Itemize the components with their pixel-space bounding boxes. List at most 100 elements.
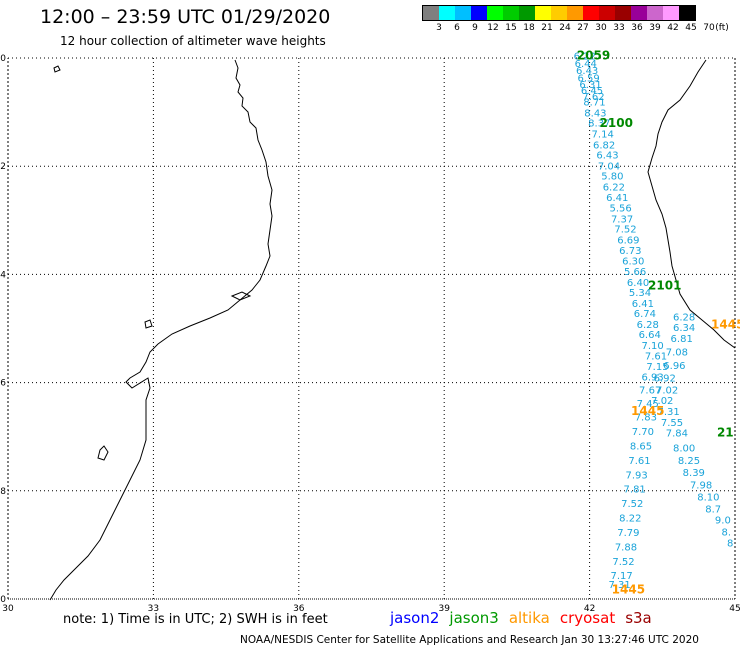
wave-height-value: 7.67 — [639, 385, 661, 396]
wave-height-value: 6.64 — [639, 330, 661, 341]
legend-swatch — [663, 6, 679, 20]
wave-height-value: 7.04 — [598, 161, 620, 172]
wave-height-value: 8.65 — [630, 442, 652, 453]
wave-height-value: 7.37 — [611, 214, 633, 225]
satellite-track-a: 6.226.446.436.596.316.457.628.718.438.37… — [574, 52, 669, 592]
wave-height-value: 6.40 — [627, 278, 649, 289]
wave-height-value: 7.52 — [621, 499, 643, 510]
legend-tick-label: 12 — [487, 23, 499, 33]
map-subtitle: 12 hour collection of altimeter wave hei… — [60, 34, 326, 48]
pass-time-label: 1445 — [711, 318, 740, 332]
wave-height-value: 6.45 — [581, 86, 603, 97]
legend-swatch — [487, 6, 503, 20]
wave-height-value: 6.34 — [673, 323, 695, 334]
wave-height-value: 5.80 — [601, 172, 623, 183]
satellite-jason2: jason2 — [390, 609, 440, 627]
legend-labels: 3 6 9 12 15 18 21 24 27 30 33 36 39 42 45 70 (ft) — [422, 21, 729, 35]
wave-height-value: 6.69 — [617, 236, 639, 247]
wave-height-value: 7.02 — [656, 385, 678, 396]
legend-swatch — [567, 6, 583, 20]
island-outline — [144, 319, 153, 329]
wave-height-value: 7.84 — [666, 429, 688, 440]
wave-height-value: 6.43 — [596, 151, 618, 162]
legend-swatch — [615, 6, 631, 20]
wave-height-value: 8 — [727, 539, 733, 550]
legend-tick-label: 42 — [667, 23, 679, 33]
wave-height-value: 7.61 — [628, 456, 650, 467]
legend-tick-label: 45 — [685, 23, 697, 33]
wave-height-value: 7.70 — [632, 427, 654, 438]
legend-tick-label: 24 — [559, 23, 571, 33]
lake-outline — [97, 445, 109, 461]
lat-tick-label: -22 — [0, 162, 6, 172]
satellite-jason3: jason3 — [449, 609, 499, 627]
wave-height-value: 8.39 — [683, 468, 705, 479]
wave-height-value: 7.83 — [635, 412, 657, 423]
wave-height-value: 7.52 — [612, 557, 634, 568]
wave-height-value: 8.10 — [697, 493, 719, 504]
madagascar-coastline — [647, 59, 736, 349]
wave-height-value: 5.66 — [624, 267, 646, 278]
wave-height-value: 8.00 — [673, 443, 695, 454]
wave-height-value: 7.14 — [592, 130, 614, 141]
lat-tick-label: -20 — [0, 54, 6, 64]
legend-tick-label: 18 — [523, 23, 535, 33]
legend-color-bar — [422, 5, 696, 21]
pass-time-label: 2101 — [648, 279, 681, 293]
island-outline — [53, 65, 61, 73]
wave-height-value: 7.52 — [614, 225, 636, 236]
wave-height-value: 7.61 — [645, 351, 667, 362]
wave-height-value: 9.0 — [715, 515, 731, 526]
legend-tick-label: 15 — [505, 23, 517, 33]
legend-tick-label: 33 — [613, 23, 625, 33]
pass-time-label: 21 — [717, 426, 734, 440]
wave-height-value: 7.81 — [624, 484, 646, 495]
legend-swatch — [679, 6, 695, 20]
wave-height-value: 7.31 — [609, 580, 631, 591]
legend-tick-label: 36 — [631, 23, 643, 33]
pass-time-label: 2059 — [577, 49, 610, 63]
wave-height-value: 7.45 — [637, 399, 659, 410]
wave-height-value: 7.88 — [615, 542, 637, 553]
legend-tick-label: 21 — [541, 23, 553, 33]
satellite-altika: altika — [508, 609, 550, 627]
wave-height-value: 8. — [722, 528, 732, 539]
wave-height-value: 6.22 — [603, 183, 625, 194]
legend-swatch — [503, 6, 519, 20]
legend-unit: (ft) — [715, 23, 729, 33]
wave-height-value: 7.31 — [657, 407, 679, 418]
wave-height-value: 7.55 — [661, 418, 683, 429]
legend-swatch — [423, 6, 439, 20]
coastlines — [49, 59, 736, 601]
lon-tick-label: 42 — [584, 604, 595, 614]
pass-time-label: 2100 — [600, 116, 633, 130]
legend-swatch — [551, 6, 567, 20]
lon-tick-label: 39 — [438, 604, 450, 614]
wave-height-value: 6.74 — [634, 309, 656, 320]
map-title: 12:00 – 23:59 UTC 01/29/2020 — [40, 6, 331, 28]
legend-tick-label: 30 — [595, 23, 607, 33]
wave-height-value: 5.34 — [629, 288, 651, 299]
wave-height-value: 6.82 — [593, 140, 615, 151]
lat-tick-label: -26 — [0, 379, 6, 389]
wave-height-value: 6.59 — [577, 73, 599, 84]
legend-swatch — [631, 6, 647, 20]
africa-coastline — [49, 59, 273, 601]
wave-height-value: 8.25 — [678, 456, 700, 467]
wave-height-value: 7.17 — [610, 571, 632, 582]
wave-height-value: 6.81 — [671, 334, 693, 345]
satellite-tracks: 6.226.446.436.596.316.457.628.718.438.37… — [574, 49, 740, 597]
island-outline — [230, 291, 252, 301]
wave-height-value: 8.43 — [584, 108, 606, 119]
legend-tick-label: 9 — [472, 23, 478, 33]
credit-line: NOAA/NESDIS Center for Satellite Applica… — [240, 634, 699, 646]
satellite-cryosat: cryosat — [559, 609, 616, 627]
wave-height-value: 8.22 — [619, 514, 641, 525]
legend-swatch — [535, 6, 551, 20]
wave-height-value: 7.62 — [582, 92, 604, 103]
legend-tick-label: 39 — [649, 23, 661, 33]
wave-height-value: 6.22 — [574, 52, 596, 63]
wave-height-value: 7.02 — [651, 396, 673, 407]
satellite-legend: jason2 jason3 altika cryosat s3a — [390, 609, 662, 627]
